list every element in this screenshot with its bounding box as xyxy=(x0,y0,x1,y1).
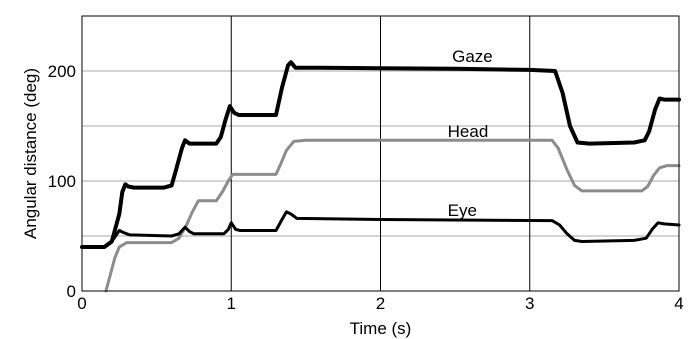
series-line-eye xyxy=(80,210,681,249)
series-line-head xyxy=(104,138,681,293)
series-label-head: Head xyxy=(448,122,489,141)
series-labels: Gaze Head Eye xyxy=(448,47,493,220)
y-tick-label: 100 xyxy=(48,172,76,191)
y-axis-title: Angular distance (deg) xyxy=(21,68,40,239)
y-tick-label: 200 xyxy=(48,62,76,81)
series-lines xyxy=(80,60,681,293)
x-tick-label: 4 xyxy=(674,294,683,313)
series-line-gaze xyxy=(80,60,681,249)
x-tick-label: 1 xyxy=(227,294,236,313)
grid-lines xyxy=(82,16,679,292)
tick-labels: 0 1 2 3 4 0 100 200 xyxy=(48,62,684,313)
x-axis-title: Time (s) xyxy=(350,319,412,338)
series-label-eye: Eye xyxy=(448,201,477,220)
plot-frame xyxy=(81,15,680,292)
series-label-gaze: Gaze xyxy=(452,47,493,66)
x-tick-label: 0 xyxy=(77,294,86,313)
x-tick-label: 2 xyxy=(376,294,385,313)
y-tick-label: 0 xyxy=(67,282,76,301)
x-tick-label: 3 xyxy=(525,294,534,313)
